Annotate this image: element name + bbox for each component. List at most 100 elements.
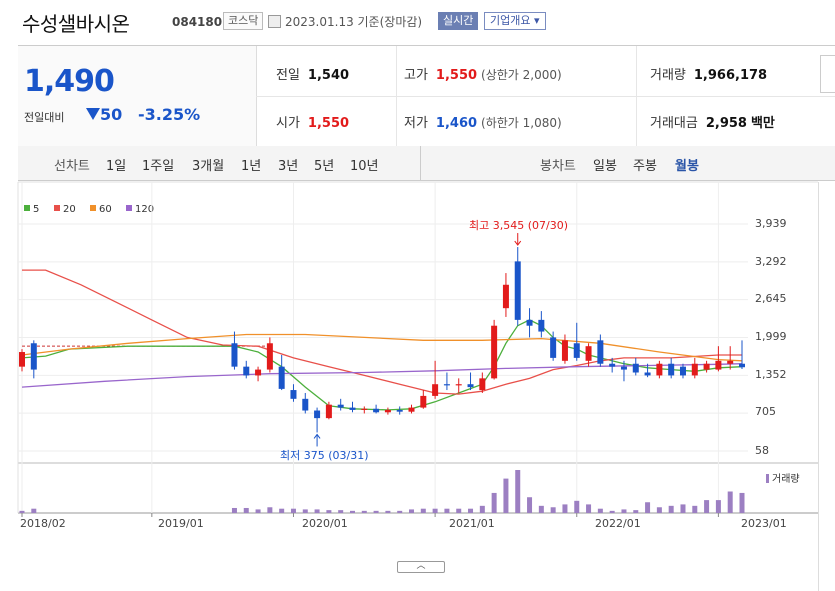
change-percent: -3.25%: [138, 105, 201, 124]
corp-info-button[interactable]: 기업개요 ▾: [484, 12, 546, 30]
tab-3m[interactable]: 3개월: [192, 159, 225, 174]
ma-line-20: [22, 269, 742, 395]
candle-body: [550, 337, 557, 358]
candle-body: [266, 343, 273, 370]
candle-body: [703, 363, 710, 370]
volume-bar: [373, 510, 379, 513]
y-tick: 3,292: [755, 255, 787, 268]
candle-body: [561, 340, 568, 361]
candle-body: [632, 363, 639, 373]
tab-1d[interactable]: 1일: [106, 159, 127, 174]
volume-value: 1,966,178: [693, 68, 768, 83]
volume-label: 거래량: [650, 68, 686, 83]
prev-close-label: 전일: [276, 68, 300, 83]
tab-10y[interactable]: 10년: [350, 159, 379, 174]
realtime-button[interactable]: 실시간: [438, 12, 479, 30]
volume-bar: [397, 510, 403, 513]
high-annotation: 최고 3,545 (07/30): [469, 219, 569, 232]
volume-bar: [479, 505, 485, 513]
amount-unit: 백만: [750, 116, 775, 131]
volume-bar: [456, 508, 462, 513]
candle-body: [384, 409, 391, 413]
candle-body: [526, 319, 533, 326]
change-value: 50: [86, 105, 122, 124]
prev-close: 전일 1,540: [276, 64, 349, 83]
volume-bar: [562, 504, 568, 513]
volume-bar: [349, 510, 355, 513]
calendar-icon: [268, 15, 281, 28]
legend-ma20: 20: [54, 204, 76, 215]
tab-3y[interactable]: 3년: [278, 159, 299, 174]
volume-bar: [491, 492, 497, 513]
upper-limit: (상한가 2,000): [481, 68, 562, 82]
line-chart-label: 선차트: [54, 159, 90, 174]
tab-monthly[interactable]: 월봉: [675, 159, 699, 174]
open-price: 시가 1,550: [276, 112, 349, 131]
y-tick: 1,999: [755, 330, 787, 343]
candle-body: [337, 404, 344, 408]
volume-bar: [621, 509, 627, 513]
low-price: 저가 1,460 (하한가 1,080): [404, 112, 562, 131]
candle-body: [609, 363, 616, 367]
volume-bar: [420, 508, 426, 513]
x-tick: 2021/01: [449, 517, 495, 530]
prev-close-value: 1,540: [307, 68, 350, 83]
candle-body: [255, 369, 262, 376]
volume-bar: [385, 510, 391, 513]
candle-body: [373, 408, 380, 413]
volume-bar: [503, 478, 509, 513]
chevron-up-icon: ︿: [416, 561, 426, 571]
price-chart[interactable]: [0, 180, 818, 535]
volume-bar: [302, 509, 308, 513]
y-tick: 1,352: [755, 368, 787, 381]
quote-panel: 1,490 전일대비 50 -3.25% 전일 1,540 고가 1,550 (상한가…: [18, 45, 835, 147]
candle-body: [408, 407, 415, 412]
tab-1w[interactable]: 1주일: [142, 159, 175, 174]
company-name: 수성샐바시온: [22, 12, 130, 36]
volume-bar: [586, 504, 592, 513]
volume-legend-label: 거래량: [772, 474, 800, 485]
candle-body: [443, 384, 450, 386]
tab-weekly[interactable]: 주봉: [633, 159, 657, 174]
tab-1y[interactable]: 1년: [241, 159, 262, 174]
candle-body: [679, 366, 686, 376]
candle-body: [514, 261, 521, 320]
volume-bar: [538, 505, 544, 513]
trade-amount: 거래대금 2,958 백만: [650, 112, 775, 131]
amount-value: 2,958: [705, 116, 747, 131]
title-bar: 수성샐바시온 084180 코스닥 2023.01.13 기준(장마감) 실시간…: [0, 0, 835, 44]
candle-body: [656, 363, 663, 376]
volume-bar: [633, 510, 639, 513]
corp-info-label: 기업개요: [490, 14, 531, 27]
chart-tabs: 선차트 1일 1주일 3개월 1년 3년 5년 10년 봉차트 일봉 주봉 월봉: [18, 146, 835, 181]
ma-line-60: [21, 333, 743, 362]
stock-code: 084180: [172, 15, 223, 29]
volume-bar: [31, 508, 37, 513]
x-tick: 2018/02: [20, 517, 66, 530]
candle-body: [668, 363, 675, 376]
volume-bar: [314, 509, 320, 513]
x-tick: 2019/01: [158, 517, 204, 530]
volume-bar: [255, 509, 261, 513]
y-tick: 3,939: [755, 217, 787, 230]
candle-body: [314, 410, 321, 419]
side-panel-edge: [820, 55, 835, 93]
candle-body: [349, 407, 356, 410]
tab-daily[interactable]: 일봉: [593, 159, 617, 174]
candle-body: [467, 384, 474, 388]
low-arrow-head: [313, 433, 321, 439]
y-tick: 2,645: [755, 292, 787, 305]
high-value: 1,550: [435, 68, 478, 83]
tab-5y[interactable]: 5년: [314, 159, 335, 174]
candle-body: [278, 366, 285, 389]
candle-body: [502, 284, 509, 309]
volume-bar: [409, 509, 415, 513]
volume-bar: [715, 500, 721, 513]
low-annotation: 최저 375 (03/31): [280, 449, 369, 462]
candle-body: [290, 390, 297, 399]
legend-ma120: 120: [126, 204, 154, 215]
volume-bar: [656, 507, 662, 513]
collapse-button[interactable]: ︿: [397, 561, 445, 573]
volume-bar: [727, 491, 733, 513]
amount-label: 거래대금: [650, 116, 698, 131]
